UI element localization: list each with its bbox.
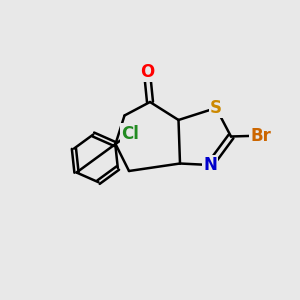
Text: Cl: Cl (121, 124, 139, 142)
Text: Br: Br (250, 127, 272, 145)
Text: O: O (140, 63, 154, 81)
Text: S: S (210, 99, 222, 117)
Text: N: N (203, 156, 217, 174)
